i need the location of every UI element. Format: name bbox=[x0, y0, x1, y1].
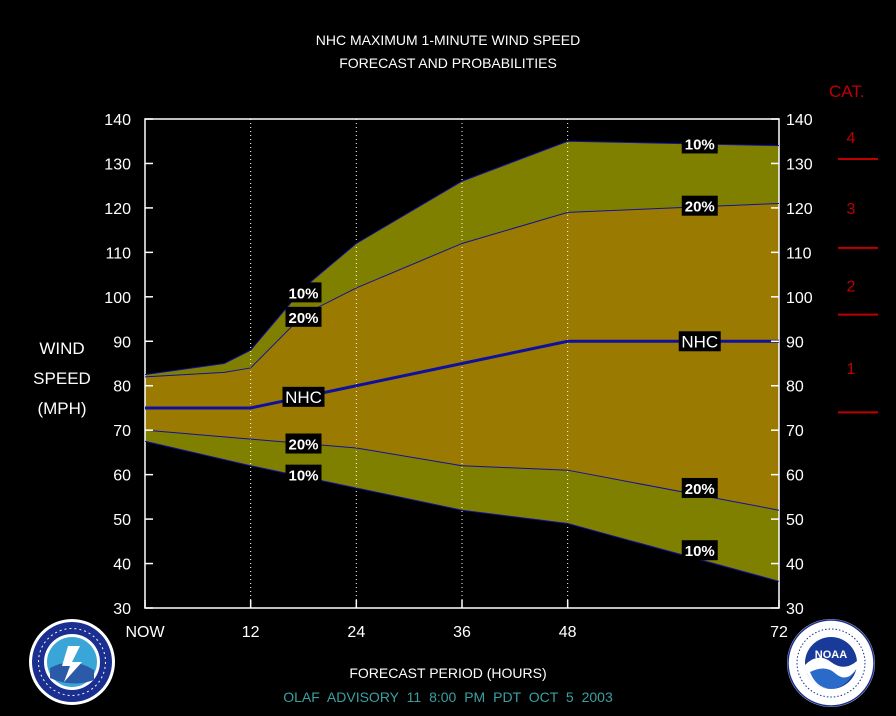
x-tick-label-48: 48 bbox=[559, 624, 577, 641]
series-label-7: 10% bbox=[288, 468, 318, 485]
category-label-2: 2 bbox=[847, 279, 856, 296]
y-tick-label-left-40: 40 bbox=[113, 557, 131, 574]
series-label-3: 20% bbox=[288, 310, 318, 327]
series-label-box-7 bbox=[285, 464, 322, 485]
y-tick-label-left-110: 110 bbox=[105, 245, 131, 262]
series-label-box-6 bbox=[285, 433, 322, 454]
series-label-2: 10% bbox=[288, 285, 318, 302]
y-tick-label-right-140: 140 bbox=[786, 112, 813, 129]
series-label-box-2 bbox=[285, 282, 322, 303]
category-label-4: 4 bbox=[847, 130, 856, 147]
y-tick-label-left-130: 130 bbox=[104, 156, 131, 173]
advisory-line: OLAF ADVISORY 11 8:00 PM PDT OCT 5 2003 bbox=[283, 689, 613, 705]
y-tick-label-left-70: 70 bbox=[113, 423, 131, 440]
series-line-upper-20-percent bbox=[144, 202, 780, 378]
series-label-box-5 bbox=[282, 386, 325, 407]
series-label-box-0 bbox=[681, 133, 718, 154]
y-tick-label-left-60: 60 bbox=[113, 468, 131, 485]
x-tick-label-36: 36 bbox=[453, 624, 471, 641]
series-label-6: 20% bbox=[288, 437, 318, 454]
series-label-box-9 bbox=[681, 540, 718, 561]
y-axis-label-line2: SPEED bbox=[33, 369, 91, 388]
chart-title-line2: FORECAST AND PROBABILITIES bbox=[339, 55, 557, 71]
y-tick-label-left-80: 80 bbox=[113, 379, 131, 396]
series-label-box-1 bbox=[681, 195, 718, 216]
series-label-9: 10% bbox=[685, 543, 715, 560]
nws-logo bbox=[29, 619, 115, 705]
series-line-lower-10-percent bbox=[144, 440, 780, 582]
x-tick-label-24: 24 bbox=[347, 624, 365, 641]
y-tick-label-right-80: 80 bbox=[786, 379, 804, 396]
y-tick-label-left-120: 120 bbox=[104, 201, 131, 218]
y-tick-label-right-90: 90 bbox=[786, 334, 804, 351]
category-label-3: 3 bbox=[847, 201, 856, 218]
y-tick-label-right-110: 110 bbox=[786, 245, 812, 262]
y-tick-label-right-120: 120 bbox=[786, 201, 813, 218]
series-label-1: 20% bbox=[685, 199, 715, 216]
y-tick-label-right-30: 30 bbox=[786, 601, 804, 618]
chart-title-line1: NHC MAXIMUM 1-MINUTE WIND SPEED bbox=[315, 32, 581, 48]
y-tick-label-right-50: 50 bbox=[786, 512, 804, 529]
noaa-logo-text: NOAA bbox=[815, 649, 847, 661]
y-tick-label-right-40: 40 bbox=[786, 557, 804, 574]
series-label-box-8 bbox=[681, 477, 718, 498]
y-tick-label-right-70: 70 bbox=[786, 423, 804, 440]
noaa-logo: NOAA bbox=[787, 619, 875, 707]
series-label-box-3 bbox=[285, 306, 322, 327]
y-tick-label-right-130: 130 bbox=[786, 156, 813, 173]
x-tick-label-NOW: NOW bbox=[125, 624, 165, 641]
y-axis-label-line1: WIND bbox=[39, 339, 85, 358]
series-label-4: NHC bbox=[681, 332, 718, 351]
y-tick-label-right-100: 100 bbox=[786, 290, 813, 307]
series-line-lower-20-percent bbox=[144, 429, 780, 511]
y-tick-label-left-90: 90 bbox=[113, 334, 131, 351]
series-label-8: 20% bbox=[685, 481, 715, 498]
y-tick-label-left-100: 100 bbox=[104, 290, 131, 307]
y-tick-label-left-50: 50 bbox=[113, 512, 131, 529]
x-tick-label-72: 72 bbox=[770, 624, 788, 641]
y-tick-label-left-140: 140 bbox=[104, 112, 131, 129]
series-label-0: 10% bbox=[685, 136, 715, 153]
series-label-5: NHC bbox=[285, 388, 322, 407]
y-axis-label-line3: (MPH) bbox=[37, 399, 87, 418]
series-line-upper-10-percent bbox=[144, 140, 780, 376]
category-header: CAT. bbox=[829, 82, 865, 101]
y-tick-label-right-60: 60 bbox=[786, 468, 804, 485]
category-label-1: 1 bbox=[847, 361, 856, 378]
series-label-box-4 bbox=[678, 331, 721, 352]
x-axis-label: FORECAST PERIOD (HOURS) bbox=[349, 665, 547, 681]
x-tick-label-12: 12 bbox=[242, 624, 260, 641]
band-20-percent bbox=[145, 203, 779, 511]
series-line-nhc bbox=[145, 339, 779, 410]
y-tick-label-left-30: 30 bbox=[113, 601, 131, 618]
